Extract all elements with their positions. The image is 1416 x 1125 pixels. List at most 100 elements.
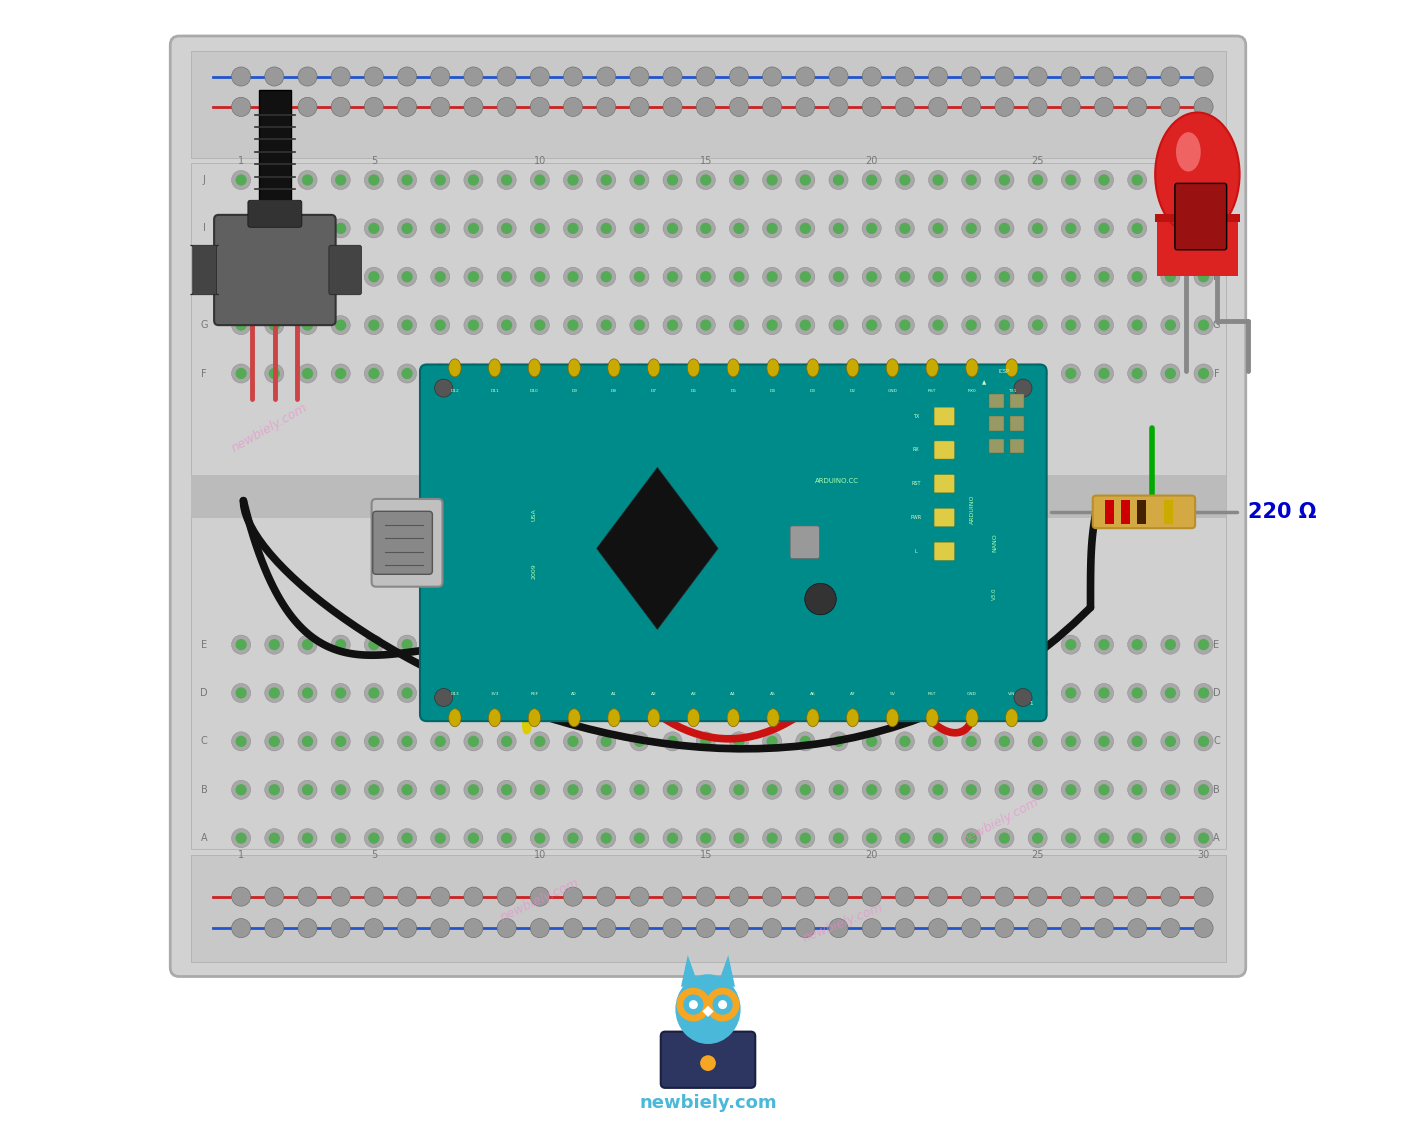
Circle shape xyxy=(995,218,1014,238)
Circle shape xyxy=(1161,97,1180,117)
Circle shape xyxy=(530,683,549,702)
Circle shape xyxy=(464,828,483,848)
Circle shape xyxy=(1127,781,1147,799)
Circle shape xyxy=(596,732,616,752)
Circle shape xyxy=(1095,781,1113,799)
Circle shape xyxy=(596,364,616,382)
Text: 220 Ω: 220 Ω xyxy=(1247,502,1317,522)
Circle shape xyxy=(1161,170,1180,189)
Circle shape xyxy=(364,886,384,907)
Circle shape xyxy=(895,732,915,752)
Circle shape xyxy=(929,683,947,702)
Circle shape xyxy=(398,170,416,189)
Circle shape xyxy=(733,174,745,186)
Circle shape xyxy=(364,918,384,937)
Circle shape xyxy=(534,174,545,186)
Circle shape xyxy=(933,687,943,699)
Circle shape xyxy=(501,223,513,234)
Circle shape xyxy=(862,364,881,382)
Circle shape xyxy=(398,781,416,799)
Circle shape xyxy=(1028,886,1048,907)
Circle shape xyxy=(530,732,549,752)
Circle shape xyxy=(998,784,1010,795)
Circle shape xyxy=(435,688,453,706)
Circle shape xyxy=(398,97,416,117)
Circle shape xyxy=(564,634,582,654)
Circle shape xyxy=(899,223,910,234)
Circle shape xyxy=(430,781,450,799)
Circle shape xyxy=(1161,683,1180,702)
Text: D: D xyxy=(1212,688,1221,698)
Circle shape xyxy=(1127,267,1147,286)
Circle shape xyxy=(398,732,416,752)
Circle shape xyxy=(961,68,981,86)
Circle shape xyxy=(435,319,446,331)
Circle shape xyxy=(1161,634,1180,654)
Circle shape xyxy=(568,639,579,650)
Circle shape xyxy=(497,315,517,335)
Circle shape xyxy=(1028,170,1048,189)
Text: D13: D13 xyxy=(450,692,459,696)
Circle shape xyxy=(297,68,317,86)
Circle shape xyxy=(995,781,1014,799)
Circle shape xyxy=(568,271,579,282)
Circle shape xyxy=(630,886,649,907)
Circle shape xyxy=(1161,218,1180,238)
Circle shape xyxy=(1198,832,1209,844)
Circle shape xyxy=(634,223,646,234)
Circle shape xyxy=(297,732,317,752)
Bar xyxy=(1154,214,1240,222)
Circle shape xyxy=(430,97,450,117)
Circle shape xyxy=(933,174,943,186)
Ellipse shape xyxy=(926,359,939,377)
Text: I: I xyxy=(202,224,205,233)
Circle shape xyxy=(966,784,977,795)
Circle shape xyxy=(302,832,313,844)
Circle shape xyxy=(1095,267,1113,286)
Circle shape xyxy=(867,736,878,747)
Circle shape xyxy=(331,918,350,937)
Text: B: B xyxy=(201,785,207,794)
Circle shape xyxy=(564,732,582,752)
Circle shape xyxy=(697,828,715,848)
Circle shape xyxy=(667,784,678,795)
Circle shape xyxy=(1127,170,1147,189)
Circle shape xyxy=(895,364,915,382)
Circle shape xyxy=(501,736,513,747)
Circle shape xyxy=(265,315,283,335)
Circle shape xyxy=(729,218,749,238)
Circle shape xyxy=(530,218,549,238)
Circle shape xyxy=(1099,832,1110,844)
Circle shape xyxy=(995,732,1014,752)
Circle shape xyxy=(302,639,313,650)
Circle shape xyxy=(663,732,683,752)
Circle shape xyxy=(1099,736,1110,747)
Circle shape xyxy=(1065,784,1076,795)
Circle shape xyxy=(331,170,350,189)
Circle shape xyxy=(1194,170,1214,189)
Circle shape xyxy=(1095,97,1113,117)
Circle shape xyxy=(630,218,649,238)
Circle shape xyxy=(828,218,848,238)
Ellipse shape xyxy=(568,709,581,727)
Circle shape xyxy=(733,639,745,650)
Circle shape xyxy=(1131,368,1143,379)
Circle shape xyxy=(1194,267,1214,286)
Circle shape xyxy=(995,267,1014,286)
Circle shape xyxy=(497,267,517,286)
Text: TX: TX xyxy=(913,414,919,418)
Circle shape xyxy=(568,687,579,699)
Circle shape xyxy=(663,828,683,848)
Text: D11: D11 xyxy=(490,389,498,394)
Circle shape xyxy=(368,368,379,379)
Circle shape xyxy=(1194,364,1214,382)
Circle shape xyxy=(232,683,251,702)
Circle shape xyxy=(729,828,749,848)
Circle shape xyxy=(364,315,384,335)
Circle shape xyxy=(867,271,878,282)
Circle shape xyxy=(828,683,848,702)
Circle shape xyxy=(895,918,915,937)
Circle shape xyxy=(634,174,646,186)
Circle shape xyxy=(302,174,313,186)
Text: A2: A2 xyxy=(651,692,657,696)
